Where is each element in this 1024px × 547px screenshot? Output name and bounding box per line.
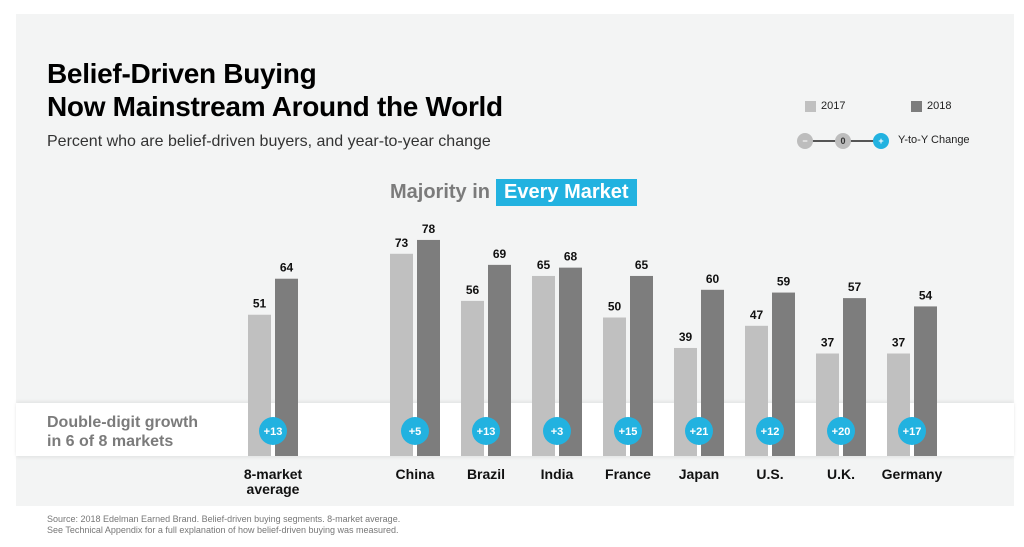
data-label-2017-2: 56 xyxy=(466,283,480,297)
yoy-change-label-6: +12 xyxy=(761,426,780,438)
chart-subtitle: Percent who are belief-driven buyers, an… xyxy=(47,133,491,150)
data-label-2018-1: 78 xyxy=(422,222,436,236)
data-label-2017-0: 51 xyxy=(253,297,267,311)
yoy-change-badge-8 xyxy=(898,417,926,445)
bar-2017-3 xyxy=(532,275,555,456)
yoy-change-badge-2 xyxy=(472,417,500,445)
yoy-change-badge-4 xyxy=(614,417,642,445)
data-label-2017-4: 50 xyxy=(608,300,622,314)
bar-2017-2 xyxy=(461,300,484,456)
data-label-2018-0: 64 xyxy=(280,261,294,275)
headline-annotation: Majority in Every Market xyxy=(390,178,637,206)
legend-item-2017: 2017 xyxy=(805,100,845,112)
category-label-8: Germany xyxy=(882,466,943,482)
yoy-change-label-0: +13 xyxy=(264,426,283,438)
growth-annotation-line1: Double-digit growth xyxy=(47,414,199,431)
minus-icon: − xyxy=(797,133,813,149)
data-label-2017-1: 73 xyxy=(395,236,409,250)
yoy-change-label-4: +15 xyxy=(619,426,638,438)
category-label-6: U.S. xyxy=(756,466,783,482)
legend-swatch-2018 xyxy=(911,100,922,112)
bar-2018-0 xyxy=(275,278,298,456)
data-label-2018-5: 60 xyxy=(706,272,720,286)
legend-label-2017: 2017 xyxy=(821,100,846,112)
bar-2018-6 xyxy=(772,292,795,456)
bar-2018-5 xyxy=(701,289,724,456)
legend-label-2018: 2018 xyxy=(927,100,952,112)
yoy-change-label-5: +21 xyxy=(690,426,709,438)
data-label-2017-7: 37 xyxy=(821,336,835,350)
yoy-change-label-3: +3 xyxy=(551,426,564,438)
source-line1: Source: 2018 Edelman Earned Brand. Belie… xyxy=(47,514,401,524)
legend-item-2018: 2018 xyxy=(911,100,951,112)
yoy-change-label-8: +17 xyxy=(903,426,922,438)
bar-2018-8 xyxy=(914,306,937,456)
data-label-2018-4: 65 xyxy=(635,258,649,272)
category-label-4: France xyxy=(605,466,651,482)
bar-2018-1 xyxy=(417,239,440,456)
yoy-change-label-7: +20 xyxy=(832,426,851,438)
yoy-change-badge-3 xyxy=(543,417,571,445)
bar-2018-7 xyxy=(843,298,866,456)
bar-2018-2 xyxy=(488,264,511,456)
category-label-1: China xyxy=(396,466,435,482)
yoy-change-badge-1 xyxy=(401,417,429,445)
data-label-2017-5: 39 xyxy=(679,330,693,344)
data-label-2017-8: 37 xyxy=(892,336,906,350)
zero-icon: 0 xyxy=(835,133,851,149)
category-label-7: U.K. xyxy=(827,466,855,482)
yoy-change-legend: − 0 + Y-to-Y Change xyxy=(797,132,997,150)
data-label-2018-6: 59 xyxy=(777,275,791,289)
growth-annotation: Double-digit growth in 6 of 8 markets xyxy=(47,413,198,451)
source-note: Source: 2018 Edelman Earned Brand. Belie… xyxy=(47,514,400,536)
bar-2018-4 xyxy=(630,275,653,456)
yoy-legend-label: Y-to-Y Change xyxy=(898,134,970,146)
bar-2018-3 xyxy=(559,267,582,456)
chart-title-line2: Now Mainstream Around the World xyxy=(47,91,503,122)
data-label-2018-2: 69 xyxy=(493,247,507,261)
data-label-2018-3: 68 xyxy=(564,250,578,264)
legend-swatch-2017 xyxy=(805,100,816,112)
yoy-change-badge-0 xyxy=(259,417,287,445)
yoy-change-label-1: +5 xyxy=(409,426,422,438)
data-label-2018-8: 54 xyxy=(919,288,933,302)
chart-title-line1: Belief-Driven Buying xyxy=(47,58,317,89)
headline-gray-text: Majority in xyxy=(390,180,491,203)
category-label-3: India xyxy=(541,466,574,482)
category-label-0-line1: 8-market xyxy=(244,466,303,482)
yoy-change-label-2: +13 xyxy=(477,426,496,438)
yoy-change-badge-7 xyxy=(827,417,855,445)
source-line2: See Technical Appendix for a full explan… xyxy=(47,525,399,535)
data-label-2017-3: 65 xyxy=(537,258,551,272)
plus-icon: + xyxy=(873,133,889,149)
data-label-2018-7: 57 xyxy=(848,280,862,294)
yoy-change-badge-5 xyxy=(685,417,713,445)
category-label-2: Brazil xyxy=(467,466,505,482)
bar-2017-1 xyxy=(390,253,413,456)
yoy-change-badge-6 xyxy=(756,417,784,445)
headline-highlight-text: Every Market xyxy=(496,178,637,206)
category-label-0-line2: average xyxy=(247,481,300,497)
growth-annotation-line2: in 6 of 8 markets xyxy=(47,433,174,450)
category-label-5: Japan xyxy=(679,466,719,482)
data-label-2017-6: 47 xyxy=(750,308,764,322)
